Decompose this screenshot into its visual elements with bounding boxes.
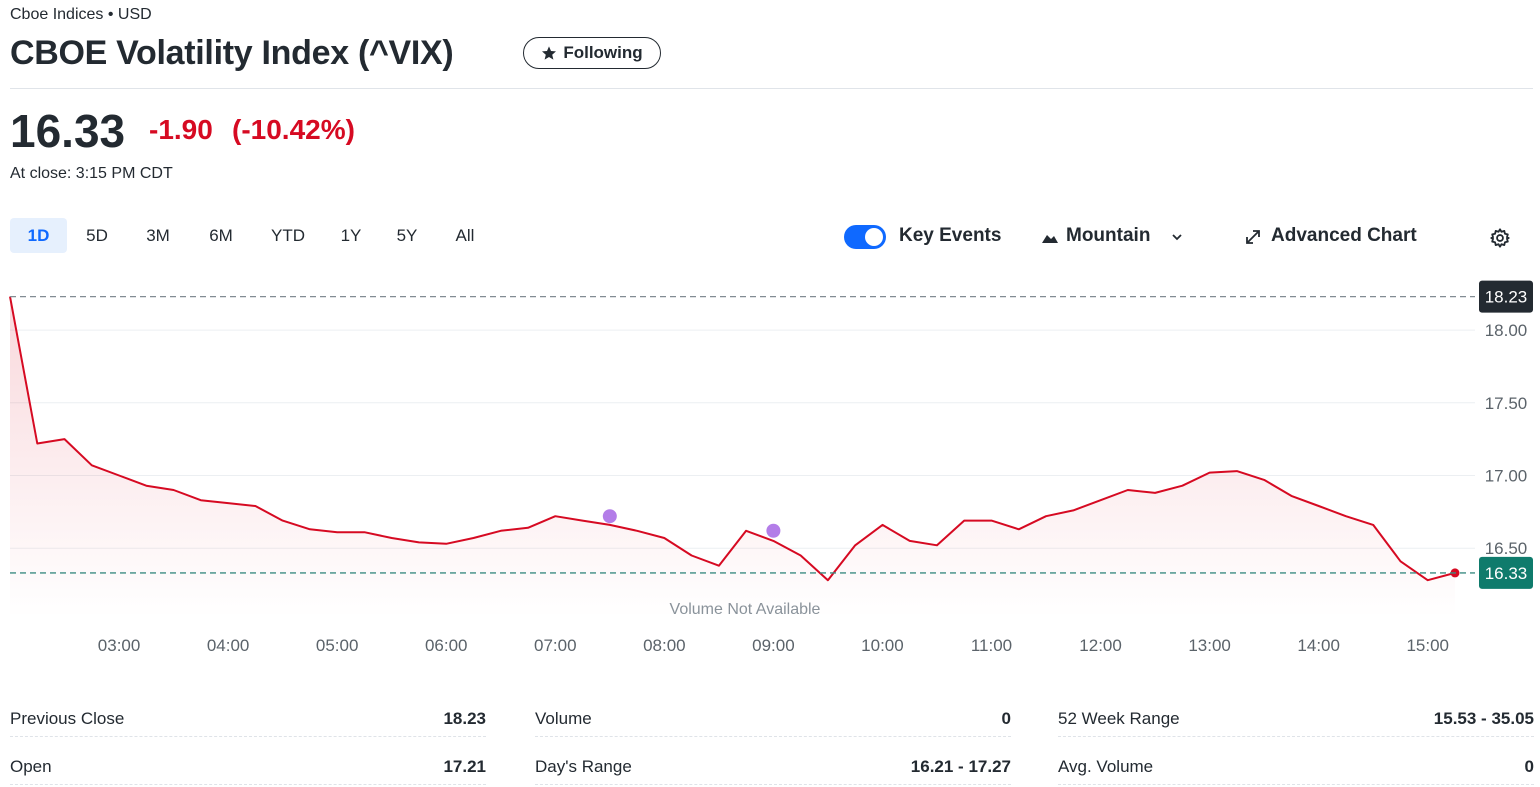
y-tick-label: 16.50 (1485, 539, 1528, 558)
x-tick-label: 15:00 (1406, 636, 1449, 655)
price-tag-label: 16.33 (1485, 564, 1528, 583)
range-tab[interactable]: 1Y (340, 226, 362, 245)
key-events-label[interactable]: Key Events (899, 225, 1002, 246)
stat-label: Avg. Volume (1058, 757, 1154, 776)
price-line (9, 296, 1456, 582)
market-time: At close: 3:15 PM CDT (10, 165, 173, 182)
stat-separator (1058, 736, 1534, 737)
stat-label: Open (10, 757, 52, 776)
area-fill (10, 296, 1456, 618)
range-tab[interactable]: All (455, 226, 475, 245)
chart: 16.50 17.00 17.50 18.00 03:00 04:00 05:00 06:00… (9, 280, 1533, 655)
stat-label: 52 Week Range (1058, 709, 1180, 728)
x-tick-label: 07:00 (534, 636, 577, 655)
exchange: Cboe Indices • USD (10, 6, 152, 23)
range-tab[interactable]: 1D (10, 218, 67, 253)
x-tick-label: 10:00 (861, 636, 904, 655)
change-percent: (-10.42%) (232, 114, 355, 145)
stat-value: 16.21 - 17.27 (910, 757, 1011, 776)
star-icon (542, 46, 557, 60)
stat-value: 0 (1001, 709, 1011, 728)
divider (10, 88, 1533, 89)
stat-separator (10, 736, 486, 737)
range-tab[interactable]: 3M (146, 226, 170, 245)
x-tick-label: 13:00 (1188, 636, 1231, 655)
mountain-icon (1042, 235, 1058, 243)
stat-separator (535, 736, 1011, 737)
title: CBOE Volatility Index (^VIX) (10, 34, 454, 72)
range-tab[interactable]: 5D (86, 226, 108, 245)
key-event (766, 523, 781, 538)
stat-separator (1058, 784, 1534, 785)
chevron-icon (1172, 234, 1182, 241)
x-tick-label: 05:00 (316, 636, 359, 655)
stat-value: 15.53 - 35.05 (1433, 709, 1534, 728)
follow-label: Following (563, 43, 643, 62)
y-tick-label: 17.50 (1485, 394, 1528, 413)
key-events-toggle[interactable] (844, 225, 886, 249)
price-tag-label: 18.23 (1485, 288, 1528, 307)
expand-icon (1246, 230, 1260, 244)
x-tick-label: 04:00 (207, 636, 250, 655)
stat-value: 17.21 (443, 757, 486, 776)
x-tick-label: 14:00 (1297, 636, 1340, 655)
stat-separator (10, 784, 486, 785)
x-tick-label: 08:00 (643, 636, 686, 655)
follow-button[interactable]: Following (523, 37, 661, 69)
price-tag (1479, 280, 1533, 313)
stat-value: 18.23 (443, 709, 486, 728)
settings-icon[interactable] (1489, 227, 1511, 249)
price: 16.33 (10, 105, 126, 157)
key-event (602, 509, 617, 524)
change: -1.90 (149, 114, 213, 145)
chart-style[interactable]: Mountain (1066, 225, 1151, 246)
x-tick-label: 12:00 (1079, 636, 1122, 655)
x-tick-label: 11:00 (971, 636, 1012, 655)
stat-separator (535, 784, 1011, 785)
stat-value: 0 (1524, 757, 1534, 776)
x-tick-label: 06:00 (425, 636, 468, 655)
advanced-chart[interactable]: Advanced Chart (1271, 225, 1417, 246)
price-tag (1479, 556, 1533, 589)
y-tick-label: 18.00 (1485, 321, 1528, 340)
x-tick-label: 03:00 (98, 636, 141, 655)
x-tick-label: 09:00 (752, 636, 795, 655)
range-tab[interactable]: 6M (209, 226, 233, 245)
stat-label: Day's Range (535, 757, 632, 776)
stat-label: Volume (535, 709, 592, 728)
range-tab[interactable]: 5Y (396, 226, 418, 245)
range-tab[interactable]: YTD (271, 226, 305, 245)
y-tick-label: 17.00 (1485, 466, 1528, 485)
stat-label: Previous Close (10, 709, 125, 728)
